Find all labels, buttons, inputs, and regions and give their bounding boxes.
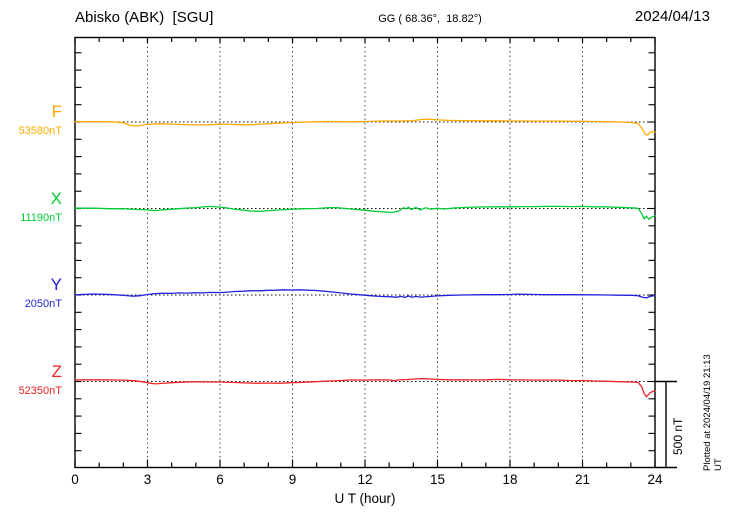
x-tick-label: 12 xyxy=(357,472,373,487)
x-tick-label: 18 xyxy=(502,472,518,487)
x-tick-label: 24 xyxy=(647,472,663,487)
channel-label-Y: Y xyxy=(50,275,62,294)
plotted-timestamp-note: Plotted at 2024/04/19 21:13 UT xyxy=(702,354,724,471)
channel-label-F: F xyxy=(51,102,62,121)
channel-label-X: X xyxy=(50,188,62,208)
x-tick-label: 6 xyxy=(216,472,224,487)
x-tick-label: 15 xyxy=(429,472,446,487)
trace-Y xyxy=(74,289,656,299)
channel-baseline-value-F: 53580nT xyxy=(18,125,62,137)
station-title: Abisko (ABK) [SGU] xyxy=(75,9,214,26)
trace-F xyxy=(74,118,656,136)
trace-Z xyxy=(74,377,656,398)
x-axis-title: U T (hour) xyxy=(334,491,396,506)
channel-baseline-value-X: 11190nT xyxy=(20,211,62,224)
x-tick-label: 0 xyxy=(71,472,79,487)
channel-baseline-value-Y: 2050nT xyxy=(24,298,62,310)
x-tick-label: 3 xyxy=(143,472,152,487)
channel-baseline-value-Z: 52350nT xyxy=(18,384,62,397)
plot-date: 2024/04/13 xyxy=(634,8,710,25)
channel-label-Z: Z xyxy=(51,361,62,381)
scale-bar-label: 500 nT xyxy=(671,417,685,455)
trace-X xyxy=(74,205,656,220)
geographic-coordinates: GG ( 68.36°, 18.82°) xyxy=(378,13,482,25)
x-tick-label: 9 xyxy=(288,472,297,487)
x-tick-label: 21 xyxy=(574,472,591,487)
